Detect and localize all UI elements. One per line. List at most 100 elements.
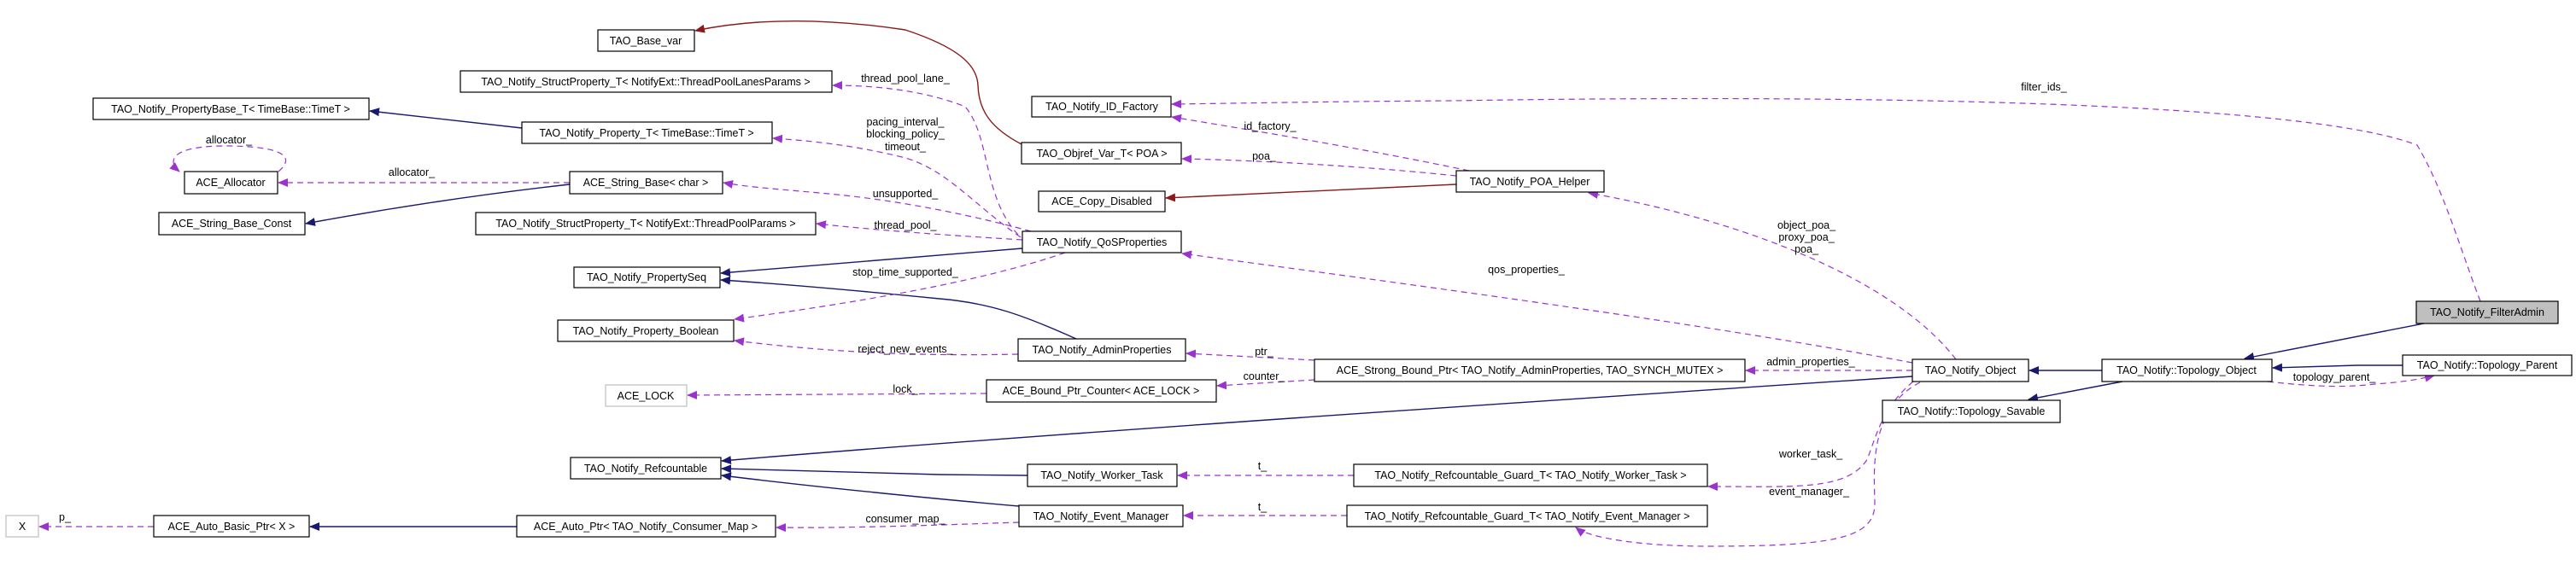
class-node-auto-basic-ptr[interactable]: ACE_Auto_Basic_Ptr< X >: [153, 515, 310, 538]
edge-label: thread_pool_lane_: [861, 73, 951, 84]
edge-label: t_: [1258, 501, 1268, 513]
edge-labels: allocator_ allocator_ thread_pool_lane_ …: [59, 73, 2376, 525]
class-node-structproperty-threadpool[interactable]: TAO_Notify_StructProperty_T< NotifyExt::…: [475, 212, 817, 236]
class-node-notify-object[interactable]: TAO_Notify_Object: [1912, 358, 2029, 382]
class-node-structproperty-lanes[interactable]: TAO_Notify_StructProperty_T< NotifyExt::…: [460, 70, 833, 93]
edge-label: event_manager_: [1769, 486, 1850, 498]
edge-strbase-strconst: [305, 184, 571, 226]
class-name: TAO_Notify_Worker_Task: [1040, 469, 1163, 481]
class-node-ace-string-base[interactable]: ACE_String_Base< char >: [569, 171, 723, 195]
class-name: ACE_String_Base< char >: [583, 177, 709, 189]
class-name: TAO_Notify_FilterAdmin: [2430, 306, 2544, 318]
edge-label: ptr_: [1255, 346, 1274, 358]
edge-label: thread_pool_: [875, 219, 938, 231]
edge-topoobject-toposavable: [2028, 381, 2123, 402]
class-node-event-manager[interactable]: TAO_Notify_Event_Manager: [1018, 504, 1184, 527]
class-node-topology-savable[interactable]: TAO_Notify::Topology_Savable: [1882, 399, 2061, 423]
class-name: TAO_Notify_AdminProperties: [1032, 344, 1171, 356]
class-node-filteradmin[interactable]: TAO_Notify_FilterAdmin: [2415, 300, 2559, 324]
class-node-ace-allocator[interactable]: ACE_Allocator: [184, 171, 278, 195]
edge-object-guardworker: [1707, 381, 1914, 492]
class-node-propertyseq[interactable]: TAO_Notify_PropertySeq: [573, 266, 721, 288]
class-node-tao-base-var[interactable]: TAO_Base_var: [597, 29, 695, 52]
class-node-guard-event[interactable]: TAO_Notify_Refcountable_Guard_T< TAO_Not…: [1346, 504, 1708, 527]
class-name: ACE_Copy_Disabled: [1051, 195, 1151, 207]
edge-label: filter_ids_: [2021, 81, 2068, 93]
class-node-propertybase-t[interactable]: TAO_Notify_PropertyBase_T< TimeBase::Tim…: [92, 97, 370, 120]
class-node-guard-worker[interactable]: TAO_Notify_Refcountable_Guard_T< TAO_Not…: [1353, 463, 1708, 487]
class-node-worker-task[interactable]: TAO_Notify_Worker_Task: [1027, 463, 1178, 487]
class-node-poa-helper[interactable]: TAO_Notify_POA_Helper: [1455, 170, 1605, 193]
class-name: TAO_Base_var: [610, 35, 682, 47]
class-node-copy-disabled[interactable]: ACE_Copy_Disabled: [1038, 190, 1166, 213]
class-node-ace-string-base-const[interactable]: ACE_String_Base_Const: [158, 212, 306, 236]
class-name: ACE_Auto_Ptr< TAO_Notify_Consumer_Map >: [534, 521, 758, 533]
class-node-topology-object[interactable]: TAO_Notify::Topology_Object: [2101, 358, 2273, 382]
class-node-property-t[interactable]: TAO_Notify_Property_T< TimeBase::TimeT >: [521, 121, 773, 144]
class-name: ACE_Allocator: [196, 177, 265, 189]
edge-label: lock_: [893, 383, 918, 395]
class-node-ace-lock[interactable]: ACE_LOCK: [605, 384, 688, 407]
class-name: TAO_Notify_Refcountable: [584, 463, 707, 475]
edge-label: consumer_map_: [865, 513, 946, 525]
edge-topoobject-topoparent: [2267, 373, 2435, 387]
class-name: TAO_Notify_StructProperty_T< NotifyExt::…: [495, 218, 795, 230]
edge-label: stop_time_supported_: [852, 266, 959, 278]
edge-eventmgr-autoptr: [776, 521, 1020, 533]
usage-edges: [38, 81, 2481, 547]
edge-label: unsupported_: [873, 188, 940, 200]
edge-label: qos_properties_: [1488, 264, 1566, 276]
class-node-objref-var[interactable]: TAO_Objref_Var_T< POA >: [1021, 142, 1182, 165]
class-name: TAO_Notify::Topology_Object: [2116, 364, 2257, 376]
edge-adminprops-propseq: [720, 276, 1077, 340]
class-name: TAO_Notify_Property_Boolean: [573, 325, 719, 337]
edge-filteradmin-idfactory: [1171, 97, 2481, 302]
edge-object-poahelper: [1588, 190, 1957, 360]
edge-label: t_: [1258, 460, 1268, 472]
class-node-property-boolean[interactable]: TAO_Notify_Property_Boolean: [557, 319, 735, 342]
class-node-topology-parent[interactable]: TAO_Notify::Topology_Parent: [2402, 354, 2573, 376]
class-name: TAO_Notify_Event_Manager: [1033, 510, 1169, 522]
class-node-x[interactable]: X: [5, 515, 39, 538]
class-node-id-factory[interactable]: TAO_Notify_ID_Factory: [1031, 96, 1172, 118]
edge-label: reject_new_events_: [858, 343, 953, 355]
class-name: TAO_Notify_Property_T< TimeBase::TimeT >: [539, 127, 753, 139]
edge-label: object_poa_: [1777, 219, 1836, 231]
edge-label: counter_: [1244, 370, 1286, 382]
nodes: TAO_Base_var TAO_Notify_StructProperty_T…: [5, 29, 2573, 538]
edge-label: id_factory_: [1244, 120, 1297, 132]
edge-worker-refcountable: [721, 464, 1028, 476]
class-node-strong-bound-ptr[interactable]: ACE_Strong_Bound_Ptr< TAO_Notify_AdminPr…: [1314, 358, 1746, 382]
class-name: TAO_Notify::Topology_Savable: [1898, 405, 2046, 417]
class-node-bound-ptr-counter[interactable]: ACE_Bound_Ptr_Counter< ACE_LOCK >: [986, 379, 1217, 403]
edge-object-qos: [1181, 250, 1913, 364]
class-name: TAO_Notify_Object: [1925, 364, 2017, 376]
edge-qos-propt: [772, 134, 1022, 238]
class-name: TAO_Notify_Refcountable_Guard_T< TAO_Not…: [1374, 469, 1686, 481]
edge-allocator-self: [169, 145, 287, 172]
edge-poahelper-objref: [1181, 154, 1457, 177]
protected-edges: [694, 20, 1457, 202]
edge-qos-strbase: [723, 180, 1032, 232]
edge-object-refcountable: [721, 376, 1913, 465]
edge-label: admin_properties_: [1766, 356, 1856, 368]
class-node-adminproperties[interactable]: TAO_Notify_AdminProperties: [1017, 338, 1186, 362]
edge-adminprops-propbool: [734, 337, 1019, 356]
class-name: X: [19, 521, 26, 533]
class-node-qosproperties[interactable]: TAO_Notify_QoSProperties: [1022, 230, 1182, 253]
edge-label: worker_task_: [1778, 448, 1843, 460]
edge-label: proxy_poa_: [1778, 231, 1835, 243]
class-name: TAO_Notify_PropertySeq: [587, 271, 706, 283]
class-name: TAO_Notify_POA_Helper: [1470, 176, 1590, 188]
edge-label: topology_parent_: [2293, 371, 2377, 383]
edge-poahelper-copydisabled: [1165, 184, 1457, 202]
class-name: TAO_Notify_Refcountable_Guard_T< TAO_Not…: [1365, 510, 1690, 522]
class-node-refcountable[interactable]: TAO_Notify_Refcountable: [570, 457, 722, 480]
edge-label: timeout_: [885, 141, 927, 153]
class-node-auto-ptr[interactable]: ACE_Auto_Ptr< TAO_Notify_Consumer_Map >: [516, 515, 776, 538]
class-name: ACE_LOCK: [618, 390, 675, 402]
edge-label: p_: [59, 511, 72, 523]
class-name: ACE_String_Base_Const: [172, 218, 292, 230]
edge-object-guardevent: [1575, 382, 1921, 547]
